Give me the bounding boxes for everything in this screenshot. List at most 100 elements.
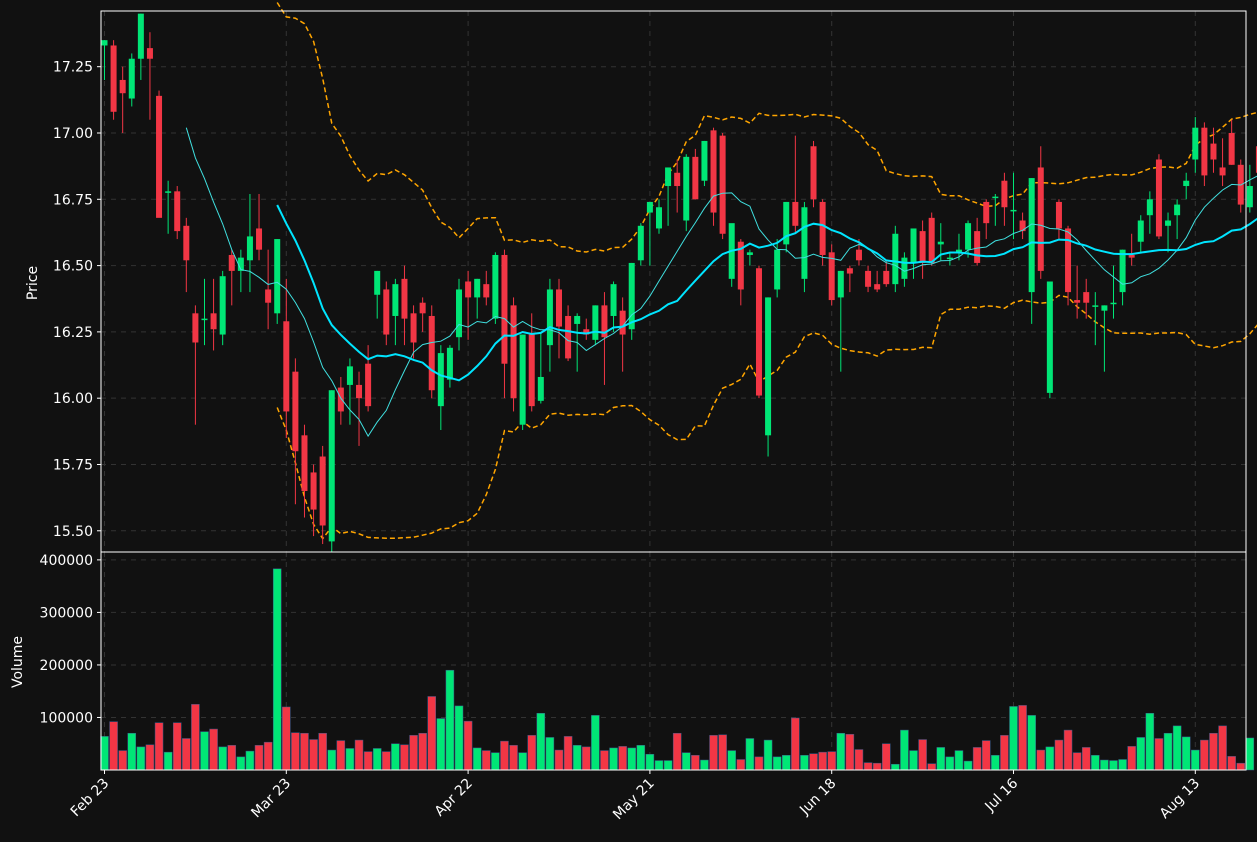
volume-bar (354, 739, 364, 771)
candle (1028, 178, 1035, 324)
volume-bar (1163, 732, 1173, 771)
candle-body (110, 45, 117, 112)
candle-body (828, 252, 835, 301)
candle-body (228, 254, 235, 271)
volume-bar (300, 732, 309, 771)
candle (1201, 122, 1208, 187)
volume-bar (600, 750, 609, 771)
candle-body (119, 79, 126, 94)
candle-body (392, 284, 399, 316)
candle-body (274, 239, 281, 314)
candle-body (810, 146, 817, 200)
volume-bar (591, 715, 600, 771)
candle-body (883, 270, 890, 285)
candle-body (710, 130, 717, 213)
volume-bar (618, 746, 627, 771)
volume-bar (191, 704, 200, 771)
volume-bar (482, 750, 491, 771)
lower-band-line (276, 294, 1257, 540)
candle (265, 249, 272, 330)
volume-bar (409, 735, 418, 771)
volume-bar (1191, 749, 1200, 771)
candle-body (128, 58, 135, 99)
candle-body (556, 289, 562, 327)
candle-body (637, 225, 644, 261)
candle (746, 249, 753, 266)
volume-bar (554, 749, 564, 771)
candle (565, 305, 572, 362)
volume-bars (100, 568, 1255, 771)
candle (1110, 265, 1117, 319)
candle-body (983, 201, 990, 224)
volume-bar (991, 755, 1000, 771)
candle (1174, 199, 1181, 240)
candle (583, 318, 590, 340)
candle-body (919, 231, 926, 263)
candle (637, 223, 644, 266)
candle-body (1110, 302, 1117, 305)
candle-body (1128, 254, 1135, 258)
candle (1155, 154, 1162, 240)
candle-body (965, 223, 972, 250)
candle (237, 249, 244, 293)
volume-bar (127, 732, 137, 771)
candle (319, 445, 326, 545)
volume-bar (163, 751, 173, 771)
candle (365, 345, 372, 412)
candle-body (528, 334, 535, 407)
candle (1074, 265, 1081, 319)
candle-body (483, 284, 490, 298)
candle (401, 265, 408, 346)
candle (165, 180, 172, 234)
volume-bar (772, 756, 782, 771)
candle (646, 201, 653, 266)
candle-body (655, 207, 662, 229)
candle (310, 464, 317, 537)
candle-body (401, 278, 408, 319)
volume-bar (391, 743, 400, 771)
candle (128, 53, 135, 107)
candle (456, 278, 463, 351)
volume-bar (1227, 756, 1236, 771)
candle (992, 193, 999, 226)
volume-bar (218, 746, 227, 771)
volume-tick-label: 400000 (40, 553, 93, 569)
volume-y-axis: 100000 200000 300000 400000 (40, 553, 101, 726)
candle (556, 278, 562, 359)
candle-body (192, 313, 199, 343)
candle (156, 90, 163, 218)
volume-bar (200, 731, 209, 771)
price-tick-label: 15.75 (53, 457, 93, 473)
candle-body (383, 289, 390, 335)
candle (955, 233, 962, 261)
volume-bar (1245, 737, 1255, 771)
volume-bar (136, 746, 146, 771)
candle (437, 345, 444, 431)
candle (1255, 146, 1257, 173)
volume-bar (527, 735, 536, 771)
candle-body (1028, 178, 1035, 293)
volume-bar (663, 760, 673, 771)
candle (728, 223, 735, 287)
candle-body (1219, 167, 1226, 176)
volume-bar (463, 720, 473, 771)
candle (410, 305, 417, 359)
volume-bar (791, 717, 800, 771)
candle-body (546, 289, 553, 346)
candle-body (855, 249, 862, 261)
volume-bar (236, 756, 246, 771)
volume-bar (1118, 759, 1127, 771)
candle (528, 313, 535, 412)
volume-bar (645, 753, 655, 771)
candle-body (946, 257, 953, 260)
candle (974, 217, 981, 266)
candle-body (565, 315, 572, 359)
price-y-axis: 15.50 15.75 16.00 16.25 16.50 16.75 17.00 17.25 (53, 60, 101, 540)
volume-bar (818, 751, 827, 771)
candle (446, 345, 453, 388)
candle (1237, 159, 1244, 213)
candle-body (337, 387, 344, 412)
candle-body (1183, 180, 1190, 187)
volume-bar (518, 752, 527, 771)
